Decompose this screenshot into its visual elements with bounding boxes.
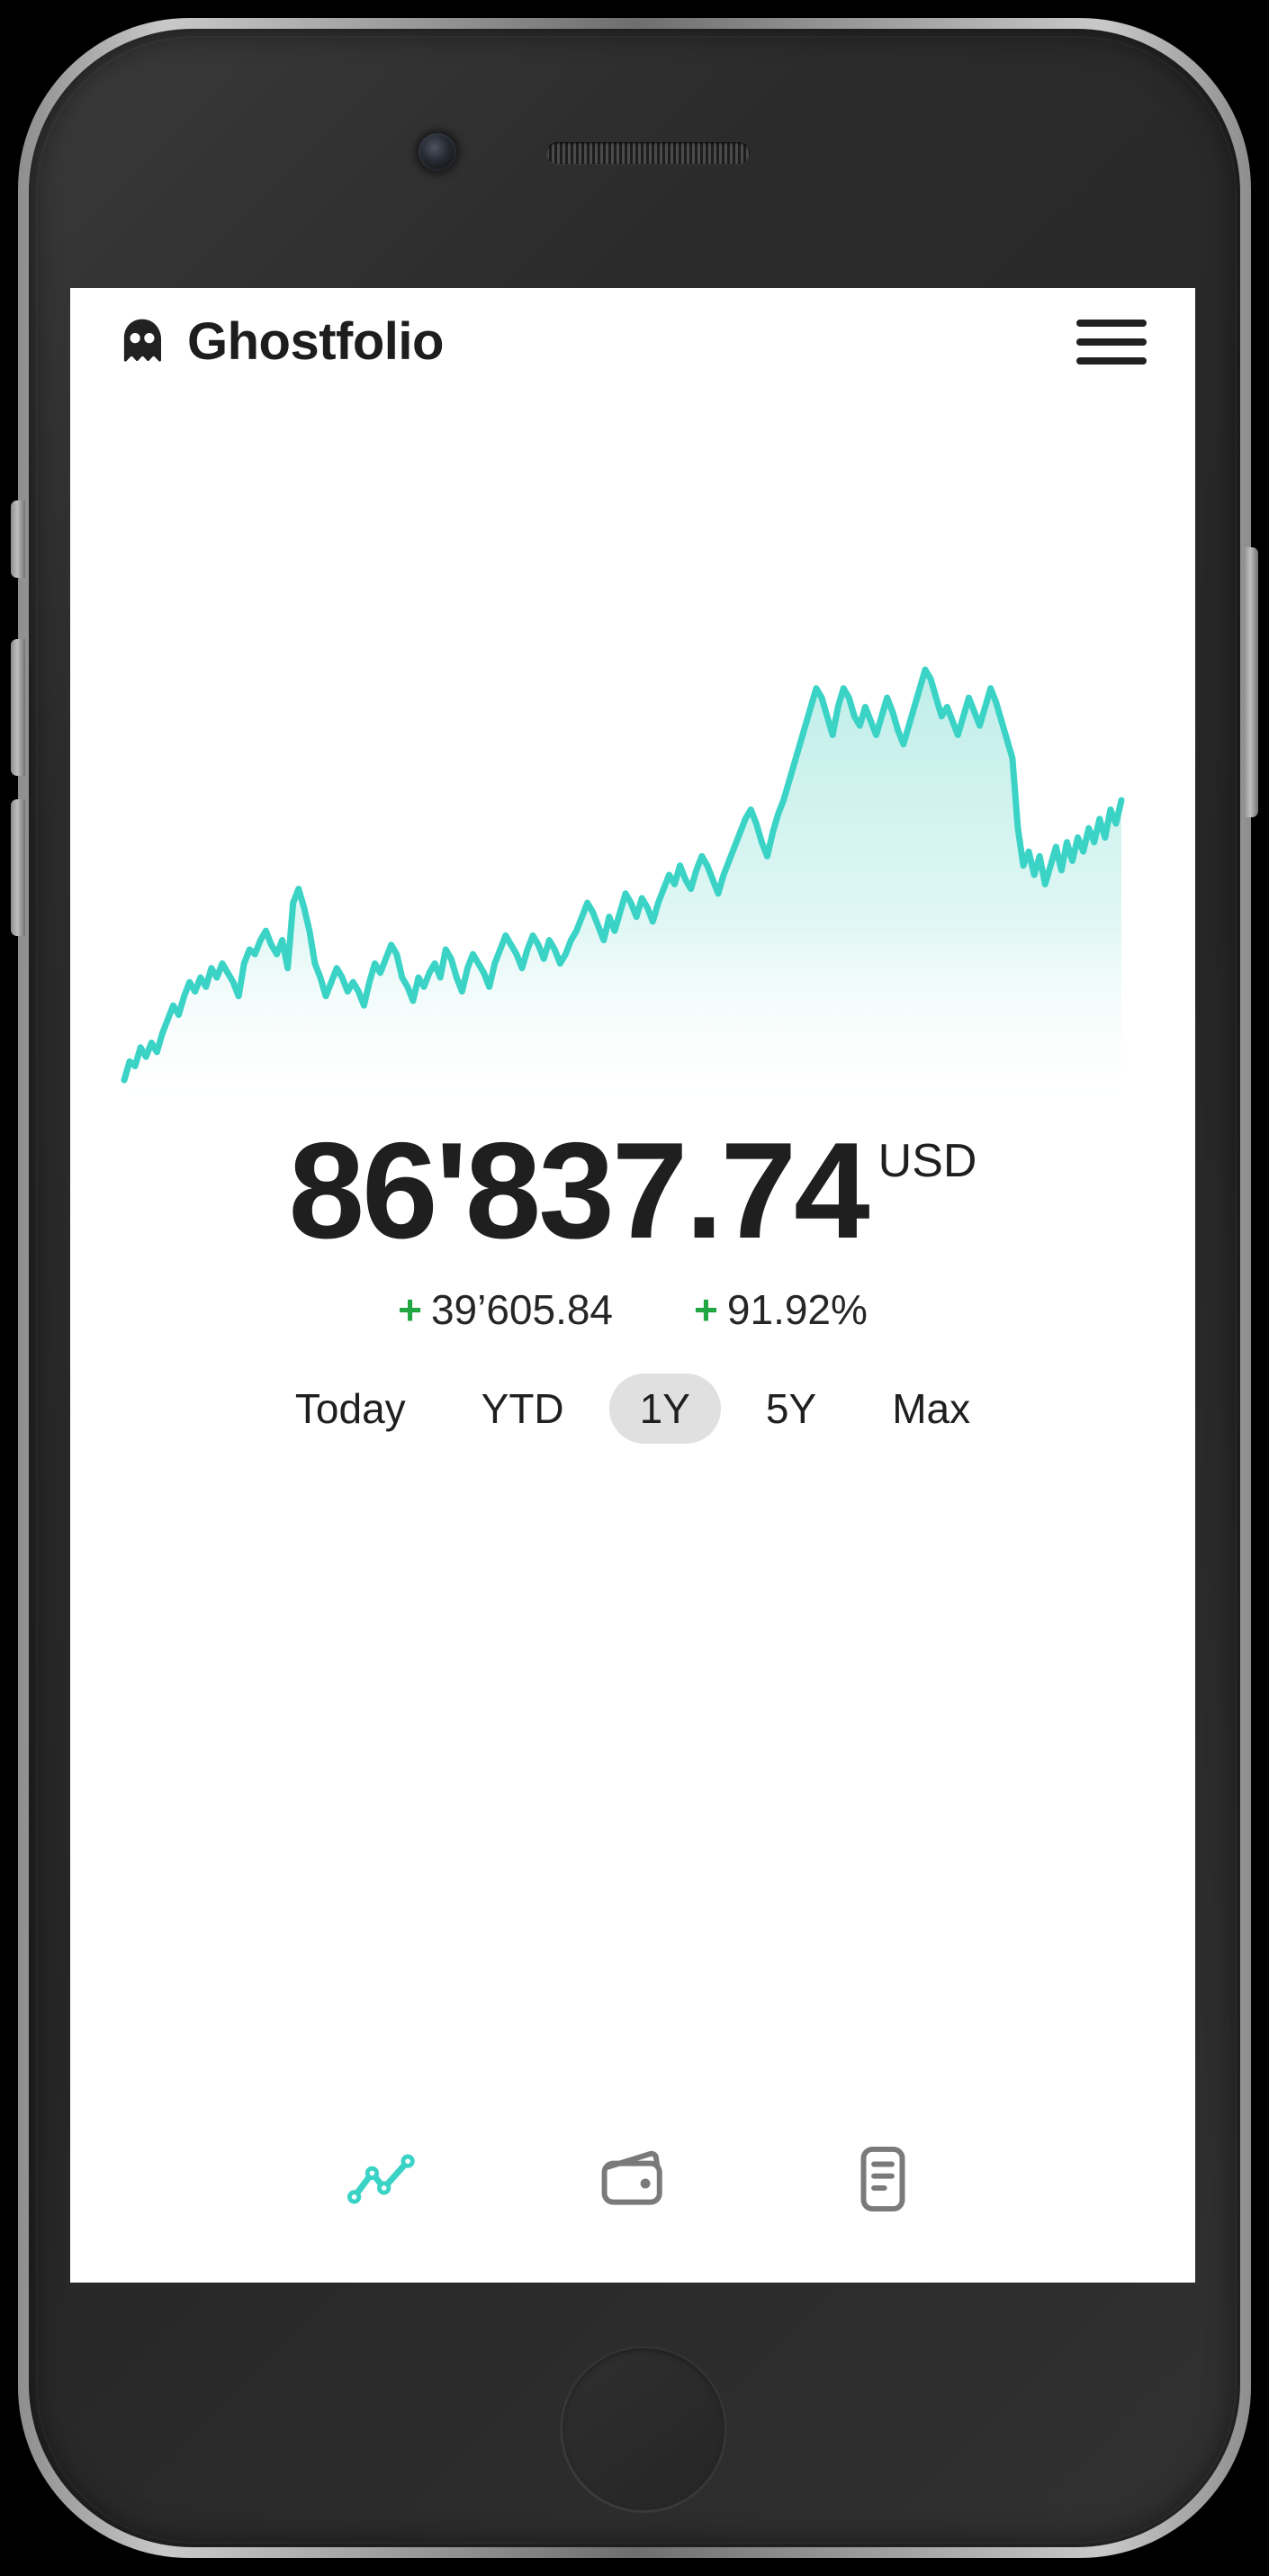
home-button[interactable] [560, 2346, 727, 2513]
absolute-change: +39’605.84 [398, 1285, 613, 1334]
range-tab-today[interactable]: Today [294, 1384, 406, 1432]
menu-bar-3 [1076, 357, 1147, 365]
portfolio-chart[interactable] [70, 653, 1195, 1121]
portfolio-value: 86'837.74 [288, 1114, 870, 1267]
analytics-line-chart-icon [346, 2154, 415, 2204]
brand-name: Ghostfolio [187, 312, 444, 371]
device-frame: Ghostfolio [9, 7, 1260, 2569]
hamburger-menu-icon[interactable] [1076, 312, 1147, 372]
range-tabs[interactable]: Today YTD 1Y 5Y Max [70, 1373, 1195, 1444]
menu-bar-1 [1076, 320, 1147, 327]
brand[interactable]: Ghostfolio [117, 316, 444, 368]
volume-up-button[interactable] [11, 639, 25, 776]
wallet-icon [601, 2150, 662, 2205]
range-tab-1y[interactable]: 1Y [608, 1373, 721, 1444]
portfolio-chart-section[interactable] [70, 653, 1195, 1121]
nav-item-summary[interactable] [841, 2137, 925, 2221]
bottom-nav[interactable] [70, 2137, 1195, 2221]
app-header: Ghostfolio [70, 288, 1195, 396]
value-line: 86'837.74 USD [288, 1114, 977, 1267]
silent-switch[interactable] [11, 500, 25, 578]
volume-down-button[interactable] [11, 799, 25, 936]
power-button[interactable] [1244, 547, 1258, 817]
delta-row: +39’605.84 +91.92% [70, 1285, 1195, 1334]
front-camera-icon [418, 133, 456, 171]
percent-change-sign: + [694, 1285, 718, 1333]
percent-change-amount: 91.92% [726, 1285, 868, 1333]
earpiece-speaker [546, 142, 750, 164]
menu-bar-2 [1076, 338, 1147, 346]
range-tab-5y[interactable]: 5Y [765, 1384, 817, 1432]
phone-screen: Ghostfolio [70, 288, 1195, 2283]
chart-area-fill [124, 670, 1121, 1121]
chart-line [121, 666, 1125, 1084]
range-tab-ytd[interactable]: YTD [481, 1384, 564, 1432]
percent-change: +91.92% [694, 1285, 868, 1334]
nav-item-accounts[interactable] [590, 2137, 675, 2221]
nav-item-analytics[interactable] [340, 2137, 425, 2221]
absolute-change-amount: 39’605.84 [430, 1285, 614, 1333]
range-tab-max[interactable]: Max [892, 1384, 971, 1432]
absolute-change-sign: + [398, 1285, 422, 1333]
summary-document-icon [860, 2146, 905, 2212]
currency-code: USD [878, 1135, 977, 1187]
portfolio-value-block: 86'837.74 USD +39’605.84 +91.92% [70, 1114, 1195, 1334]
ghost-icon [117, 317, 167, 367]
